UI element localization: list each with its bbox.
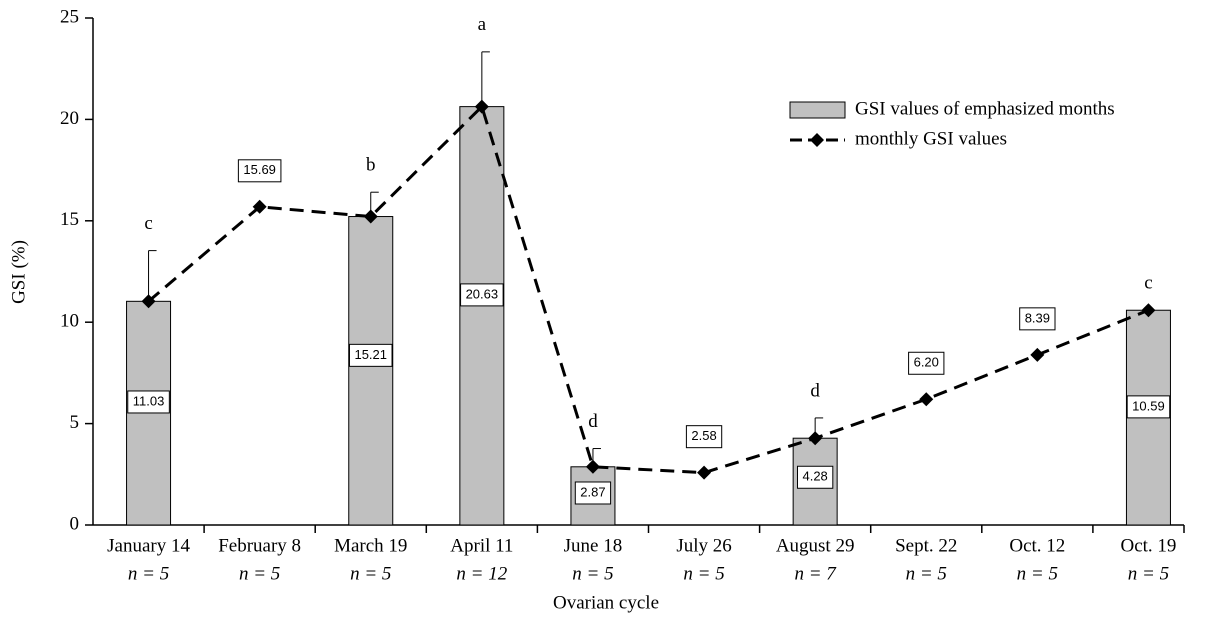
y-tick-label: 25 (60, 6, 79, 27)
value-label: 6.20 (908, 351, 945, 375)
value-label-text: 8.39 (1025, 310, 1050, 325)
marker (919, 392, 934, 407)
marker (1030, 347, 1045, 362)
x-tick-note: n = 5 (128, 563, 169, 584)
value-label: 15.21 (348, 343, 393, 367)
value-label-text: 10.59 (1132, 398, 1165, 413)
significance-letter: a (478, 14, 487, 35)
significance-letter: c (1144, 273, 1152, 294)
x-tick-label: January 14 (107, 535, 190, 556)
x-tick-note: n = 5 (1128, 563, 1169, 584)
value-label: 20.63 (460, 283, 504, 307)
x-tick-note: n = 7 (794, 563, 837, 584)
y-tick-label: 20 (60, 108, 79, 129)
significance-letter: d (810, 380, 820, 401)
value-label-box (908, 351, 945, 375)
value-label-box (796, 465, 834, 489)
value-label: 2.58 (685, 425, 723, 449)
x-tick-label: Oct. 12 (1009, 535, 1065, 556)
x-tick-label: February 8 (218, 535, 301, 556)
bar (348, 216, 394, 526)
x-tick-note: n = 5 (1017, 563, 1058, 584)
x-tick-note: n = 12 (456, 563, 507, 584)
legend-marker (810, 133, 824, 147)
y-tick-label: 15 (60, 209, 79, 230)
error-bar (148, 250, 157, 302)
x-tick-label: August 29 (776, 535, 855, 556)
value-label-text: 4.28 (802, 469, 827, 484)
marker (363, 209, 378, 224)
x-tick-label: Sept. 22 (895, 535, 957, 556)
x-tick-note: n = 5 (239, 563, 280, 584)
value-label-box (237, 159, 282, 183)
value-label-box (574, 481, 612, 505)
marker (808, 431, 823, 446)
marker (252, 199, 267, 214)
value-label: 4.28 (796, 465, 834, 489)
value-label: 11.03 (127, 390, 170, 414)
significance-letter: c (144, 213, 152, 234)
value-label: 8.39 (1019, 307, 1056, 331)
x-tick-label: March 19 (334, 535, 407, 556)
value-label-box (460, 283, 504, 307)
legend-swatch (789, 101, 846, 119)
value-label-text: 20.63 (466, 286, 499, 301)
value-label-box (685, 425, 723, 449)
value-label: 15.69 (237, 159, 282, 183)
y-tick-label: 10 (60, 311, 79, 332)
value-label: 2.87 (574, 481, 612, 505)
value-label-box (1126, 395, 1171, 419)
y-axis-title: GSI (%) (8, 240, 29, 304)
x-tick-label: April 11 (450, 535, 513, 556)
value-label-text: 15.21 (354, 347, 387, 362)
x-tick-note: n = 5 (683, 563, 724, 584)
legend-label: GSI values of emphasized months (855, 98, 1115, 119)
x-tick-label: July 26 (676, 535, 731, 556)
value-label-text: 2.58 (691, 428, 716, 443)
x-tick-note: n = 5 (350, 563, 391, 584)
marker (1141, 303, 1156, 318)
legend-label: monthly GSI values (855, 128, 1007, 149)
x-tick-label: June 18 (564, 535, 623, 556)
x-tick-note: n = 5 (906, 563, 947, 584)
value-label: 10.59 (1126, 395, 1171, 419)
marker (474, 99, 489, 114)
line (147, 103, 1150, 475)
value-label-box (127, 390, 170, 414)
significance-letter: b (366, 155, 376, 176)
marker (141, 294, 156, 309)
x-axis-title: Ovarian cycle (553, 592, 659, 613)
value-label-text: 15.69 (243, 162, 276, 177)
error-bar (481, 51, 490, 107)
value-label-text: 2.87 (580, 484, 605, 499)
marker (697, 465, 712, 480)
value-label-text: 11.03 (133, 393, 165, 408)
value-label-box (1019, 307, 1056, 331)
y-tick-label: 0 (70, 513, 80, 534)
y-tick-label: 5 (70, 412, 80, 433)
value-label-text: 6.20 (914, 355, 939, 370)
significance-letter: d (588, 411, 598, 432)
marker (585, 459, 600, 474)
x-tick-label: Oct. 19 (1120, 535, 1176, 556)
value-label-box (348, 343, 393, 367)
bar (459, 106, 505, 526)
x-tick-note: n = 5 (572, 563, 613, 584)
